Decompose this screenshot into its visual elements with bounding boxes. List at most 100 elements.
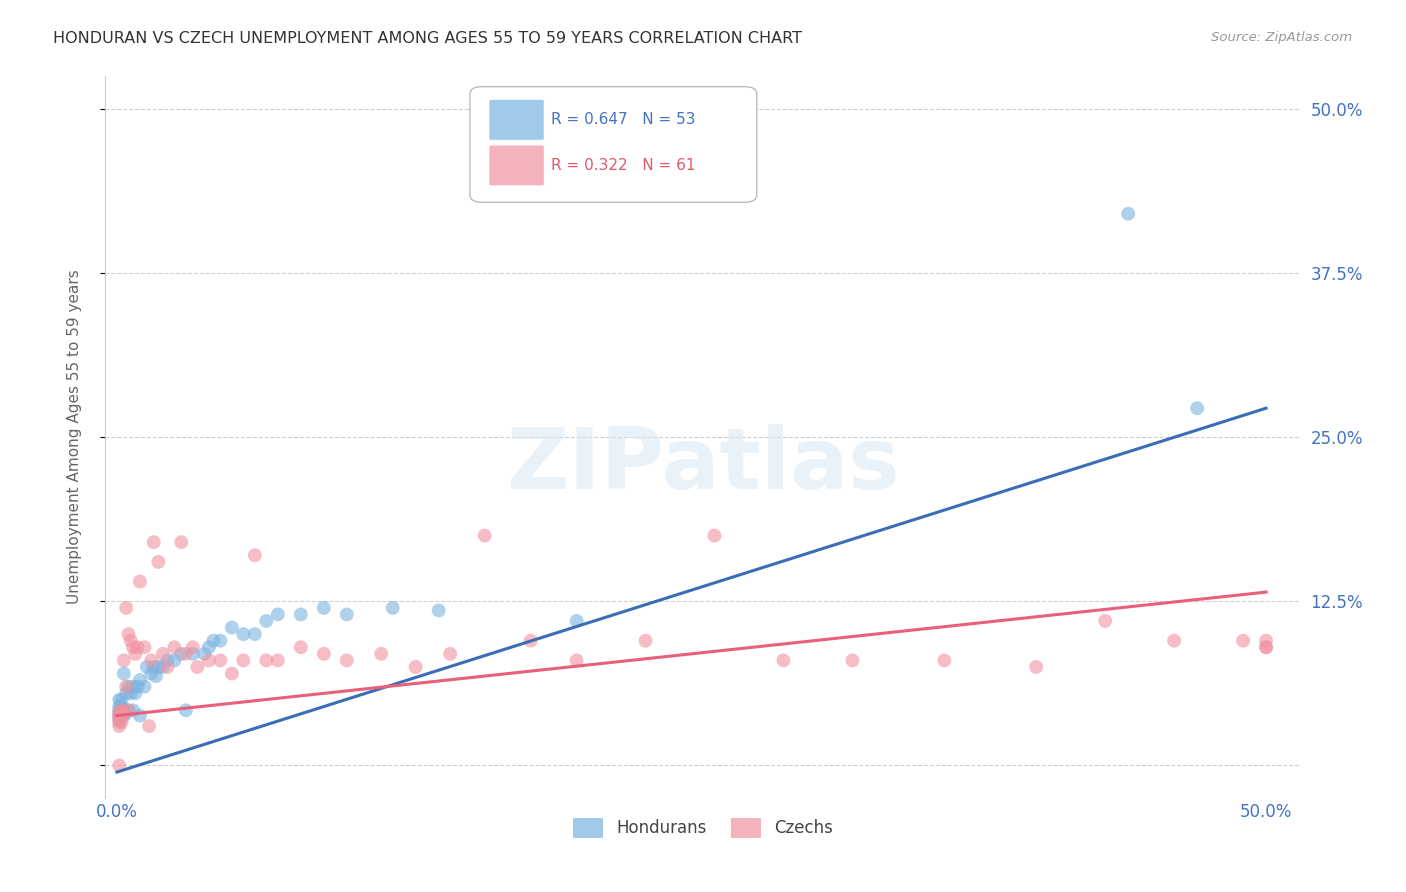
Point: [110, 699, 132, 714]
Point: [198, 640, 221, 655]
Point: [120, 633, 142, 648]
Point: [634, 633, 657, 648]
FancyBboxPatch shape: [489, 145, 544, 186]
Point: [209, 653, 232, 667]
Point: [243, 549, 266, 563]
Point: [170, 535, 193, 549]
Point: [232, 653, 254, 667]
Text: HONDURAN VS CZECH UNEMPLOYMENT AMONG AGES 55 TO 59 YEARS CORRELATION CHART: HONDURAN VS CZECH UNEMPLOYMENT AMONG AGE…: [53, 31, 803, 46]
FancyBboxPatch shape: [489, 100, 544, 140]
Point: [112, 653, 135, 667]
Point: [142, 660, 165, 674]
Point: [110, 693, 132, 707]
Point: [209, 633, 232, 648]
Point: [232, 627, 254, 641]
Point: [122, 703, 145, 717]
Point: [427, 603, 450, 617]
Point: [1185, 401, 1208, 416]
Point: [290, 640, 312, 655]
Point: [156, 653, 179, 667]
Point: [134, 640, 156, 655]
Point: [312, 647, 335, 661]
Point: [1232, 633, 1254, 648]
Point: [108, 706, 131, 720]
Point: [152, 660, 174, 674]
Text: Source: ZipAtlas.com: Source: ZipAtlas.com: [1212, 31, 1353, 45]
Point: [267, 653, 290, 667]
Point: [141, 666, 163, 681]
Point: [115, 686, 138, 700]
Point: [127, 640, 149, 655]
Point: [221, 621, 243, 635]
FancyBboxPatch shape: [470, 87, 756, 202]
Point: [243, 627, 266, 641]
Point: [108, 708, 131, 723]
Point: [336, 607, 359, 622]
Point: [1163, 633, 1185, 648]
Point: [112, 666, 135, 681]
Point: [163, 640, 186, 655]
Point: [108, 708, 131, 723]
Point: [110, 703, 132, 717]
Point: [108, 719, 131, 733]
Point: [117, 627, 139, 641]
Point: [474, 528, 496, 542]
Point: [115, 706, 138, 720]
Point: [181, 640, 204, 655]
Point: [439, 647, 461, 661]
Point: [108, 699, 131, 714]
Point: [108, 693, 131, 707]
Point: [156, 660, 179, 674]
Point: [108, 713, 131, 727]
Point: [565, 614, 588, 628]
Point: [135, 660, 157, 674]
Point: [117, 703, 139, 717]
Point: [174, 703, 197, 717]
Point: [170, 647, 193, 661]
Point: [1254, 633, 1277, 648]
Point: [129, 574, 152, 589]
Point: [841, 653, 863, 667]
Y-axis label: Unemployment Among Ages 55 to 59 years: Unemployment Among Ages 55 to 59 years: [67, 269, 82, 605]
Point: [112, 708, 135, 723]
Point: [110, 715, 132, 730]
Text: R = 0.647   N = 53: R = 0.647 N = 53: [551, 112, 696, 128]
Point: [1094, 614, 1116, 628]
Point: [108, 715, 131, 730]
Point: [110, 706, 132, 720]
Point: [122, 680, 145, 694]
Point: [108, 711, 131, 725]
Point: [181, 647, 204, 661]
Point: [110, 703, 132, 717]
Point: [198, 653, 221, 667]
Point: [290, 607, 312, 622]
Point: [120, 686, 142, 700]
Point: [148, 555, 170, 569]
Point: [1116, 207, 1139, 221]
Point: [1254, 640, 1277, 655]
Point: [127, 680, 149, 694]
Point: [108, 703, 131, 717]
Point: [186, 660, 208, 674]
Point: [267, 607, 290, 622]
Point: [405, 660, 427, 674]
Point: [174, 647, 197, 661]
Point: [202, 633, 225, 648]
Point: [124, 647, 146, 661]
Point: [129, 708, 152, 723]
Text: ZIPatlas: ZIPatlas: [506, 425, 900, 508]
Point: [112, 703, 135, 717]
Point: [1254, 640, 1277, 655]
Text: R = 0.322   N = 61: R = 0.322 N = 61: [551, 158, 696, 173]
Point: [193, 647, 215, 661]
Point: [129, 673, 152, 687]
Point: [312, 600, 335, 615]
Point: [254, 614, 277, 628]
Point: [112, 706, 135, 720]
Point: [115, 680, 138, 694]
Point: [138, 719, 160, 733]
Point: [117, 703, 139, 717]
Legend: Hondurans, Czechs: Hondurans, Czechs: [565, 812, 841, 844]
Point: [124, 686, 146, 700]
Point: [108, 706, 131, 720]
